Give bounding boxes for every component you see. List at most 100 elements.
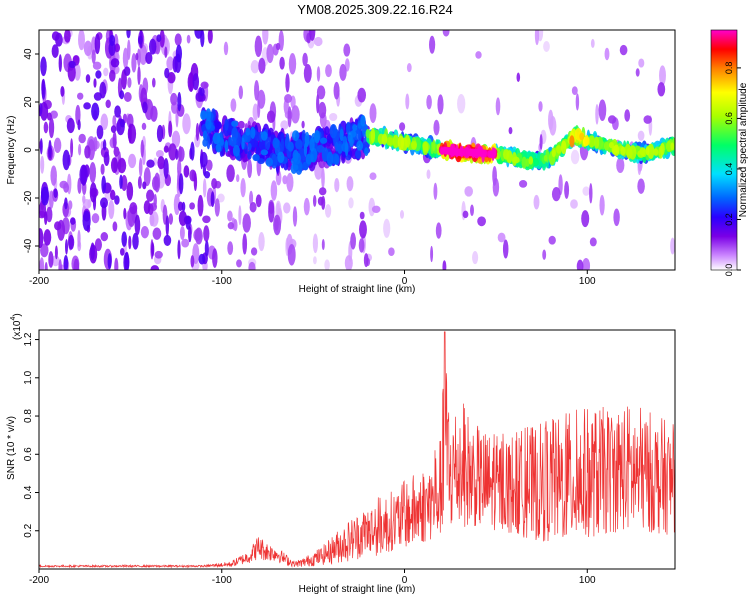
spectrogram-cell bbox=[639, 147, 646, 157]
spectrogram-cell bbox=[185, 215, 191, 230]
spectrogram-cell bbox=[214, 198, 220, 217]
spectrogram-cell bbox=[352, 124, 358, 132]
snr-scale-label: (x104) bbox=[10, 313, 23, 340]
spectrogram-cell bbox=[388, 137, 394, 146]
spectrogram-y-tick-label: -40 bbox=[23, 238, 34, 253]
spectrogram-cell bbox=[100, 113, 109, 131]
spectrogram-cell bbox=[171, 130, 181, 148]
spectrogram-cell bbox=[303, 63, 312, 83]
spectrogram-cell bbox=[492, 166, 497, 186]
spectrogram-cell bbox=[620, 146, 626, 156]
spectrogram-cell bbox=[255, 194, 262, 208]
spectrogram-cell bbox=[512, 156, 520, 164]
spectrogram-cell bbox=[120, 248, 125, 256]
spectrogram-cell bbox=[48, 251, 54, 268]
spectrogram-cell bbox=[43, 229, 52, 246]
spectrogram-cell bbox=[257, 158, 265, 165]
spectrogram-x-tick-label: -200 bbox=[29, 276, 49, 287]
spectrogram-cell bbox=[433, 182, 438, 200]
spectrogram-cell bbox=[73, 258, 80, 270]
spectrogram-cell bbox=[245, 127, 251, 136]
spectrogram-cell bbox=[77, 92, 84, 100]
spectrogram-cell bbox=[127, 39, 131, 61]
spectrogram-cell bbox=[190, 141, 195, 161]
colorbar-tick-label: 0.4 bbox=[724, 163, 734, 176]
spectrogram-cell bbox=[551, 186, 561, 202]
spectrogram-cell bbox=[102, 139, 107, 151]
spectrogram-cell bbox=[39, 102, 43, 115]
spectrogram-cell bbox=[91, 49, 96, 64]
spectrogram-cell bbox=[316, 66, 321, 82]
spectrogram-cell bbox=[94, 238, 102, 252]
snr-series-group bbox=[39, 331, 675, 569]
spectrogram-cell bbox=[399, 122, 406, 131]
snr-x-tick-label: 0 bbox=[402, 575, 408, 586]
spectrogram-cell bbox=[54, 221, 62, 231]
spectrogram-cell bbox=[123, 66, 131, 77]
spectrogram-cell bbox=[140, 139, 145, 158]
spectrogram-cell bbox=[129, 202, 138, 215]
spectrogram-cell bbox=[538, 101, 543, 112]
spectrogram-cell bbox=[151, 242, 155, 257]
spectrogram-cell bbox=[359, 211, 365, 220]
spectrogram-cell bbox=[277, 151, 285, 163]
spectrogram-cell bbox=[369, 103, 377, 123]
spectrogram-cell bbox=[333, 81, 340, 100]
spectrogram-cell bbox=[131, 53, 137, 73]
spectrogram-cell bbox=[63, 254, 69, 270]
spectrogram-cell bbox=[168, 213, 174, 225]
spectrogram-cell bbox=[442, 30, 450, 37]
spectrogram-cell bbox=[603, 141, 610, 151]
spectrogram-cell bbox=[112, 131, 117, 149]
spectrogram-cell bbox=[316, 145, 324, 153]
spectrogram-cell bbox=[82, 210, 91, 232]
spectrogram-cell bbox=[260, 131, 268, 141]
colorbar-tick-label: 0.0 bbox=[724, 264, 734, 277]
spectrogram-cell bbox=[660, 142, 665, 156]
spectrogram-cell bbox=[103, 67, 109, 77]
spectrogram-cell bbox=[457, 93, 466, 114]
spectrogram-cell bbox=[110, 58, 120, 68]
spectrogram-cell bbox=[258, 57, 266, 74]
spectrogram-cell bbox=[266, 110, 276, 123]
spectrogram-cell bbox=[145, 51, 153, 65]
spectrogram-cell bbox=[170, 92, 178, 106]
spectrogram-cell bbox=[132, 232, 139, 250]
spectrogram-cell bbox=[108, 199, 115, 220]
spectrogram-cell bbox=[44, 211, 48, 225]
spectrogram-cell bbox=[437, 94, 444, 115]
spectrogram-cell bbox=[638, 58, 645, 68]
spectrogram-cell bbox=[200, 110, 207, 121]
spectrogram-cell bbox=[39, 228, 44, 249]
spectrogram-cell bbox=[231, 120, 239, 127]
spectrogram-cell bbox=[66, 117, 75, 134]
spectrogram-cell bbox=[78, 30, 85, 51]
spectrogram-cell bbox=[51, 44, 59, 58]
spectrogram-cell bbox=[223, 41, 229, 56]
spectrogram-cell bbox=[542, 249, 547, 260]
spectrogram-cell bbox=[227, 210, 233, 222]
spectrogram-cell bbox=[359, 220, 367, 239]
spectrogram-cell bbox=[363, 253, 369, 268]
spectrogram-cell bbox=[205, 117, 212, 130]
spectrogram-cell bbox=[344, 255, 353, 270]
spectrogram-cell bbox=[599, 194, 605, 216]
spectrogram-cell bbox=[60, 85, 65, 97]
spectrogram-cell bbox=[143, 200, 151, 214]
spectrogram-cell bbox=[139, 44, 148, 66]
spectrogram-cell bbox=[152, 227, 162, 240]
spectrogram-cell bbox=[257, 89, 266, 109]
spectrogram-cell bbox=[154, 250, 163, 259]
spectrogram-cell bbox=[357, 122, 362, 129]
spectrogram-cell bbox=[247, 159, 253, 178]
spectrogram-cell bbox=[318, 187, 327, 196]
spectrogram-cell bbox=[237, 120, 245, 129]
spectrogram-cell bbox=[280, 120, 289, 130]
spectrogram-cell bbox=[142, 181, 147, 190]
spectrogram-cell bbox=[211, 178, 218, 190]
spectrogram-cell bbox=[346, 176, 354, 192]
colorbar-ticks: 0.0 0.2 0.4 0.6 0.8 bbox=[724, 62, 741, 277]
spectrogram-cell bbox=[205, 108, 212, 122]
spectrogram-cell bbox=[399, 210, 405, 219]
spectrogram-cell bbox=[58, 259, 63, 270]
